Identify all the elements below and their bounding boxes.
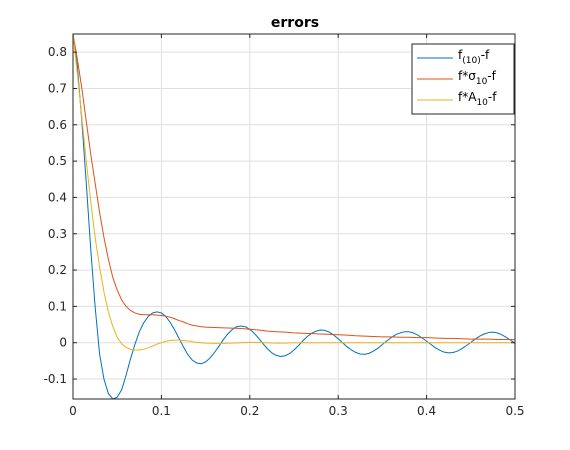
y-tick-label: 0.2 (48, 263, 67, 277)
legend-label: f*σ10-f (458, 69, 497, 87)
chart-title: errors (271, 15, 319, 31)
x-tick-label: 0.1 (152, 404, 171, 418)
series-line-3 (73, 34, 515, 351)
x-tick-label: 0.2 (240, 404, 259, 418)
y-tick-label: -0.1 (44, 372, 67, 386)
y-tick-label: 0.8 (48, 45, 67, 59)
y-tick-label: 0.1 (48, 299, 67, 313)
y-tick-label: 0.5 (48, 154, 67, 168)
y-tick-label: 0.4 (48, 190, 67, 204)
x-tick-label: 0 (69, 404, 77, 418)
series-lines (73, 34, 515, 399)
legend-label-tail: -f (487, 69, 496, 83)
x-tick-label: 0.3 (329, 404, 348, 418)
axis-ticks: 0 0.1 0.2 0.3 0.4 0.5 -0.1 0 0.1 0.2 0.3 0.4 0.5 0.6 0… (44, 34, 525, 418)
legend-label-subscript: 10 (476, 98, 488, 108)
legend-label-main: f*σ (458, 69, 476, 83)
y-tick-label: 0.3 (48, 227, 67, 241)
y-tick-label: 0 (59, 336, 67, 350)
legend-label-tail: -f (488, 90, 497, 104)
series-line-1 (73, 34, 515, 399)
y-tick-label: 0.7 (48, 81, 67, 95)
legend-label: f*A10-f (458, 90, 497, 108)
series-line-2 (73, 34, 515, 341)
y-tick-label: 0.6 (48, 118, 67, 132)
legend: f(10)-ff*σ10-ff*A10-f (411, 43, 515, 115)
legend-label-main: f (458, 48, 463, 62)
legend-label-subscript: (10) (462, 56, 480, 66)
legend-label-subscript: 10 (476, 77, 488, 87)
legend-label: f(10)-f (458, 48, 490, 66)
legend-label-main: f*A (458, 90, 477, 104)
x-tick-label: 0.5 (505, 404, 524, 418)
axes-box (72, 33, 516, 400)
x-tick-label: 0.4 (417, 404, 436, 418)
legend-label-tail: -f (481, 48, 490, 62)
